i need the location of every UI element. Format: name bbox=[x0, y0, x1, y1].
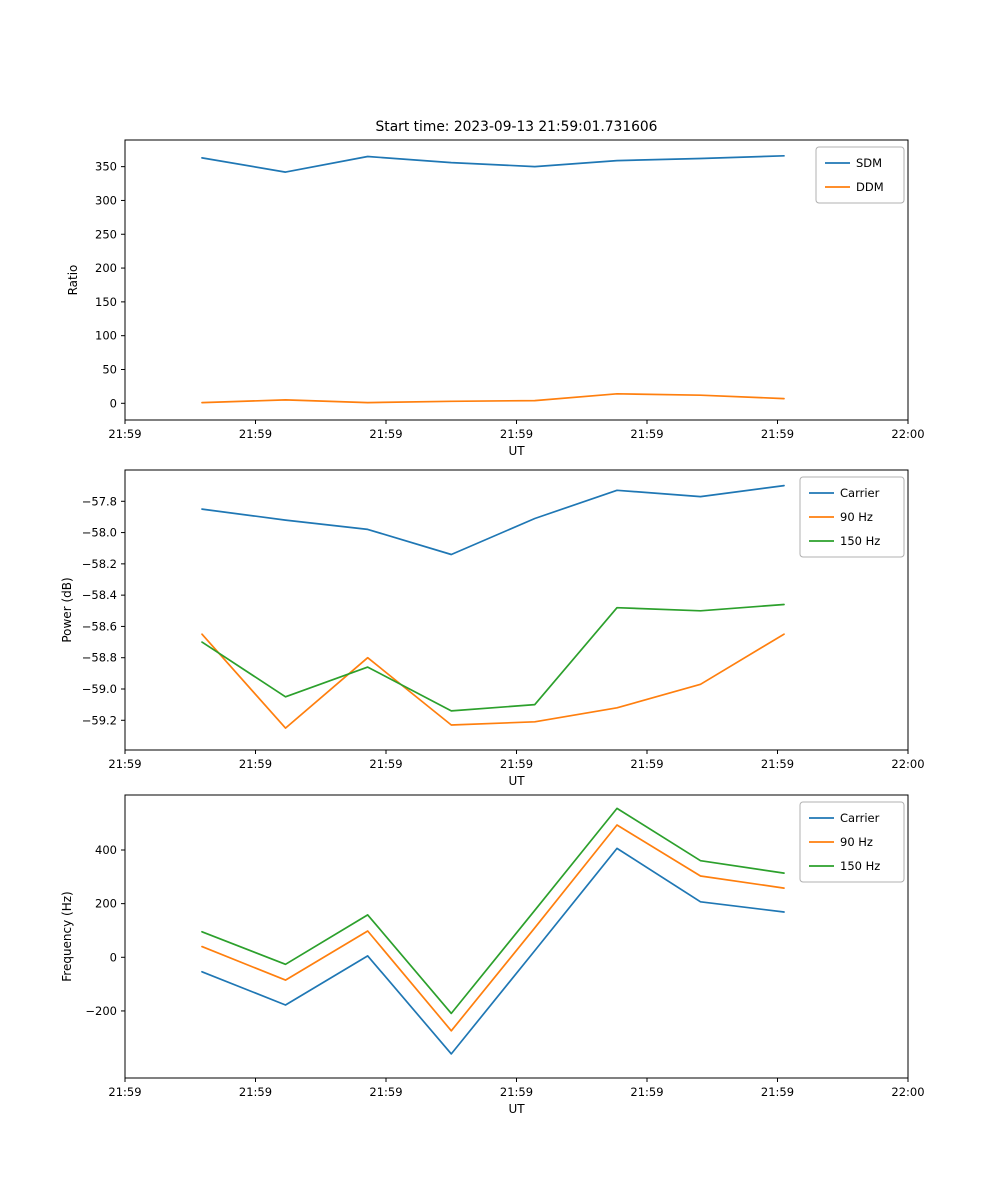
carrier-legend-label: Carrier bbox=[840, 486, 880, 500]
x-tick-label: 21:59 bbox=[108, 427, 141, 441]
x-tick-label: 21:59 bbox=[239, 1085, 272, 1099]
y-tick-label: −58.0 bbox=[82, 526, 117, 540]
legend-box bbox=[799, 476, 905, 558]
150-hz-line bbox=[201, 603, 785, 712]
x-tick-label: 22:00 bbox=[891, 757, 924, 771]
x-tick-label: 21:59 bbox=[630, 427, 663, 441]
150-hz-line bbox=[201, 807, 785, 1015]
y-axis-label: Power (dB) bbox=[60, 577, 74, 642]
sdm-legend-label: SDM bbox=[856, 156, 882, 170]
carrier-legend-label: Carrier bbox=[840, 811, 880, 825]
y-tick-label: −200 bbox=[85, 1004, 117, 1018]
y-tick-label: −58.2 bbox=[82, 557, 117, 571]
y-axis-label: Frequency (Hz) bbox=[60, 891, 74, 982]
x-tick-label: 21:59 bbox=[761, 1085, 794, 1099]
x-tick-label: 21:59 bbox=[239, 427, 272, 441]
y-tick-label: −59.2 bbox=[82, 713, 117, 727]
150-hz-legend-label: 150 Hz bbox=[840, 859, 880, 873]
x-tick-label: 21:59 bbox=[630, 1085, 663, 1099]
y-tick-label: 400 bbox=[95, 843, 117, 857]
y-tick-label: 0 bbox=[110, 950, 117, 964]
ddm-line bbox=[201, 392, 785, 404]
x-tick-label: 21:59 bbox=[761, 757, 794, 771]
chart-1: 21:59 21:59 21:59 21:59 21:59 21:59 22:00 −59.2… bbox=[60, 469, 925, 788]
x-tick-label: 22:00 bbox=[891, 1085, 924, 1099]
y-tick-label: 300 bbox=[95, 193, 117, 207]
y-tick-label: −58.4 bbox=[82, 588, 117, 602]
y-axis-label: Ratio bbox=[66, 265, 80, 296]
carrier-line bbox=[201, 484, 785, 556]
carrier-line bbox=[201, 847, 785, 1055]
y-tick-label: −59.0 bbox=[82, 682, 117, 696]
figure-title: Start time: 2023-09-13 21:59:01.731606 bbox=[375, 119, 658, 135]
y-tick-label: 200 bbox=[95, 261, 117, 275]
legend-box bbox=[815, 146, 905, 204]
x-tick-label: 21:59 bbox=[500, 757, 533, 771]
y-tick-label: 100 bbox=[95, 329, 117, 343]
x-tick-label: 21:59 bbox=[761, 427, 794, 441]
x-tick-label: 21:59 bbox=[369, 757, 402, 771]
ddm-legend-label: DDM bbox=[856, 180, 884, 194]
x-tick-label: 21:59 bbox=[369, 427, 402, 441]
90-hz-legend-label: 90 Hz bbox=[840, 510, 873, 524]
x-tick-label: 21:59 bbox=[630, 757, 663, 771]
sdm-line bbox=[201, 154, 785, 173]
legend-box bbox=[799, 801, 905, 883]
y-tick-label: 0 bbox=[110, 396, 117, 410]
y-tick-label: −57.8 bbox=[82, 494, 117, 508]
90-hz-line bbox=[201, 633, 785, 729]
x-tick-label: 21:59 bbox=[369, 1085, 402, 1099]
y-tick-label: 250 bbox=[95, 227, 117, 241]
90-hz-legend-label: 90 Hz bbox=[840, 835, 873, 849]
x-tick-label: 21:59 bbox=[500, 427, 533, 441]
x-tick-label: 21:59 bbox=[108, 1085, 141, 1099]
x-tick-label: 21:59 bbox=[239, 757, 272, 771]
x-axis-label: UT bbox=[508, 774, 525, 788]
x-tick-label: 21:59 bbox=[500, 1085, 533, 1099]
y-tick-label: 50 bbox=[102, 362, 117, 376]
legend: Carrier 90 Hz 150 Hz bbox=[799, 476, 905, 558]
chart-2: 21:59 21:59 21:59 21:59 21:59 21:59 22:00 −200 0… bbox=[60, 794, 925, 1116]
y-tick-label: 350 bbox=[95, 160, 117, 174]
x-axis-label: UT bbox=[508, 1102, 525, 1116]
chart-0: 21:59 21:59 21:59 21:59 21:59 21:59 22:00 0 50 10… bbox=[66, 139, 925, 458]
legend: Carrier 90 Hz 150 Hz bbox=[799, 801, 905, 883]
150-hz-legend-label: 150 Hz bbox=[840, 534, 880, 548]
y-tick-label: 200 bbox=[95, 897, 117, 911]
y-tick-label: −58.6 bbox=[82, 619, 117, 633]
x-tick-label: 21:59 bbox=[108, 757, 141, 771]
x-axis-label: UT bbox=[508, 444, 525, 458]
legend: SDM DDM bbox=[815, 146, 905, 204]
x-tick-label: 22:00 bbox=[891, 427, 924, 441]
axes-frame bbox=[124, 469, 909, 751]
y-tick-label: 150 bbox=[95, 295, 117, 309]
axes-frame bbox=[124, 794, 909, 1079]
y-tick-label: −58.8 bbox=[82, 651, 117, 665]
90-hz-line bbox=[201, 824, 785, 1032]
axes-frame bbox=[124, 139, 909, 421]
